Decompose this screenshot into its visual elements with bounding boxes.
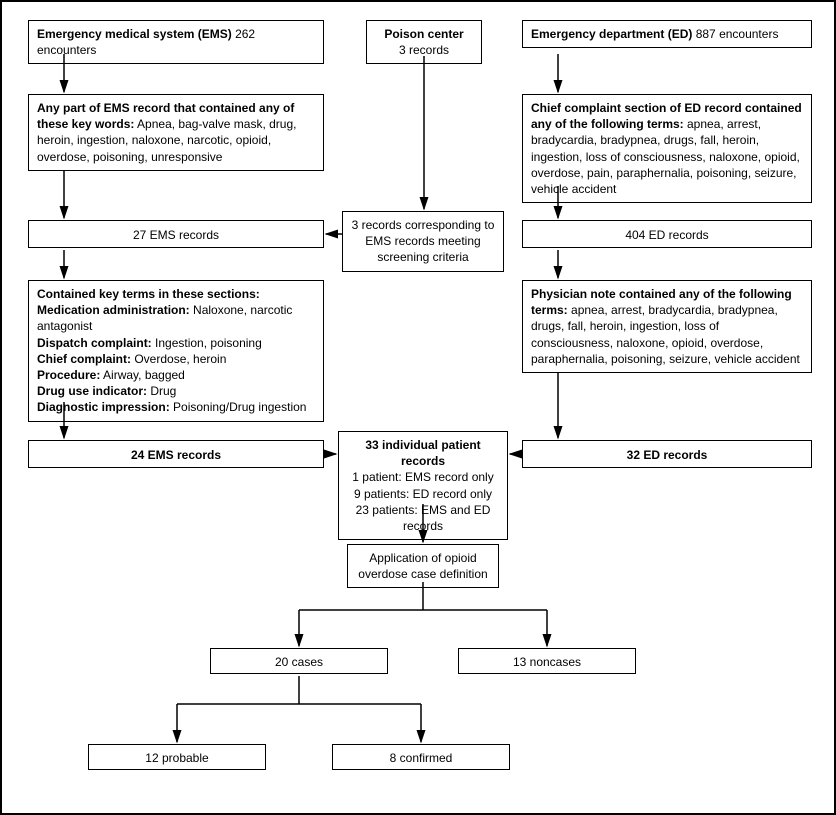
ems-27-records-box: 27 EMS records (28, 220, 324, 248)
ed-encounters-box: Emergency department (ED) 887 encounters (522, 20, 812, 48)
apply-case-definition-box: Application of opioid overdose case defi… (347, 544, 499, 588)
ems-24-records-box: 24 EMS records (28, 440, 324, 468)
ed-physician-note-box: Physician note contained any of the foll… (522, 280, 812, 373)
merged-33-records-box: 33 individual patient records1 patient: … (338, 431, 508, 540)
noncases-13-box: 13 noncases (458, 648, 636, 674)
ems-encounters-box: Emergency medical system (EMS) 262 encou… (28, 20, 324, 64)
probable-12-box: 12 probable (88, 744, 266, 770)
flowchart-frame: Emergency medical system (EMS) 262 encou… (0, 0, 836, 815)
ed-chief-complaint-box: Chief complaint section of ED record con… (522, 94, 812, 203)
ed-404-records-box: 404 ED records (522, 220, 812, 248)
ems-sections-box: Contained key terms in these sections:Me… (28, 280, 324, 422)
ed-32-records-box: 32 ED records (522, 440, 812, 468)
poison-3-corresponding-box: 3 records corresponding to EMS records m… (342, 211, 504, 272)
confirmed-8-box: 8 confirmed (332, 744, 510, 770)
poison-center-box: Poison center3 records (366, 20, 482, 64)
cases-20-box: 20 cases (210, 648, 388, 674)
ems-keywords-box: Any part of EMS record that contained an… (28, 94, 324, 171)
